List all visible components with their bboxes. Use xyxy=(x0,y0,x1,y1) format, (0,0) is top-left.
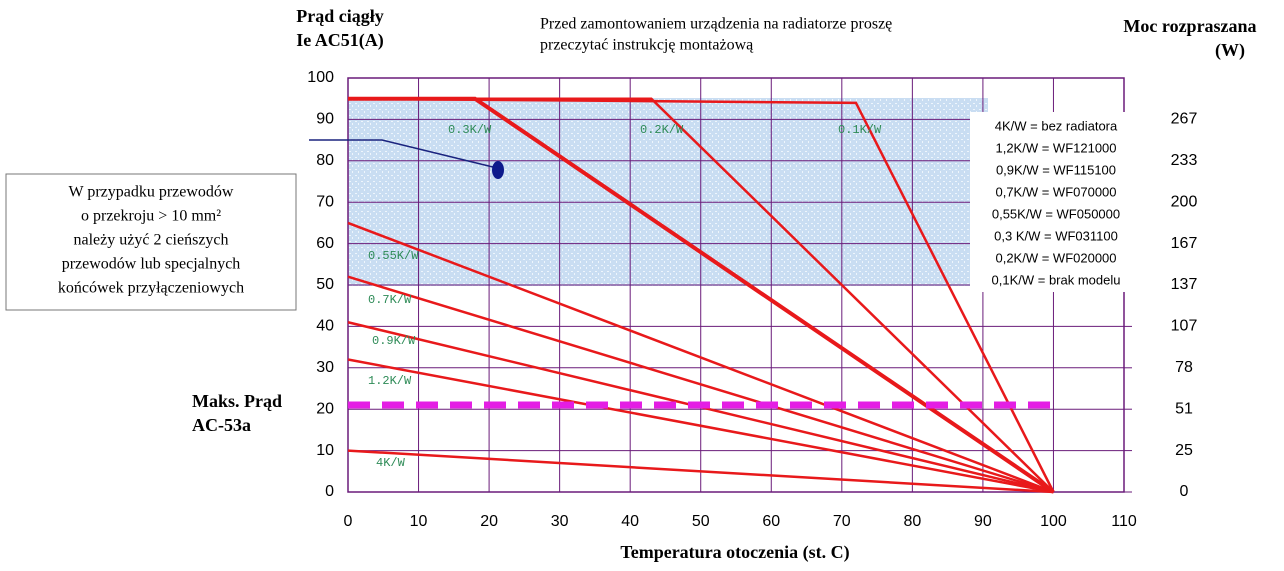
side-note: W przypadku przewodów xyxy=(69,184,234,201)
y2-tick-label: 137 xyxy=(1171,276,1198,293)
pointer-line xyxy=(309,139,498,169)
y2-tick-label: 267 xyxy=(1171,111,1198,128)
y2-tick-label: 0 xyxy=(1180,483,1189,500)
y-tick-label: 10 xyxy=(316,442,334,459)
y-tick-label: 80 xyxy=(316,152,334,169)
y-tick-label: 70 xyxy=(316,193,334,210)
series-line xyxy=(347,97,1055,493)
x-tick-label: 30 xyxy=(551,513,569,530)
y2-tick-label: 200 xyxy=(1171,193,1198,210)
series-line xyxy=(347,275,1054,494)
series-label: 0.1K/W xyxy=(838,123,882,137)
legend-entry: 0,3 K/W = WF031100 xyxy=(994,228,1118,243)
x-tick-label: 110 xyxy=(1111,513,1137,530)
y2-tick-label: 107 xyxy=(1171,318,1198,335)
y-tick-label: 0 xyxy=(325,483,334,500)
x-tick-label: 10 xyxy=(410,513,428,530)
y2-tick-label: 167 xyxy=(1171,235,1198,252)
legend-entry: 0,55K/W = WF050000 xyxy=(992,206,1120,221)
y2-tick-label: 233 xyxy=(1171,152,1198,169)
y-axis-label: Ie AC51(A) xyxy=(296,30,384,51)
x-tick-label: 80 xyxy=(903,513,921,530)
y-tick-label: 50 xyxy=(316,276,334,293)
legend-entry: 1,2K/W = WF121000 xyxy=(995,140,1116,155)
note: przeczytać instrukcję montażową xyxy=(540,37,754,54)
limit-label: AC-53a xyxy=(192,415,251,435)
y-tick-label: 30 xyxy=(316,359,334,376)
series-label: 0.3K/W xyxy=(448,123,492,137)
series-label: 0.55K/W xyxy=(368,249,419,263)
y2-axis-label: Moc rozpraszana xyxy=(1123,16,1256,36)
side-note: końcówek przyłączeniowych xyxy=(58,280,244,297)
side-note: przewodów lub specjalnych xyxy=(62,256,241,273)
y-tick-label: 60 xyxy=(316,235,334,252)
legend-entry: 0,7K/W = WF070000 xyxy=(995,184,1116,199)
series-line xyxy=(347,358,1054,494)
series-label: 4K/W xyxy=(376,456,406,470)
legend-entry: 0,1K/W = brak modelu xyxy=(992,272,1121,287)
x-tick-label: 90 xyxy=(974,513,992,530)
side-note-box xyxy=(5,173,297,311)
y2-axis-label: (W) xyxy=(1215,40,1245,61)
series-label: 0.9K/W xyxy=(372,334,416,348)
x-tick-label: 20 xyxy=(480,513,498,530)
series-line xyxy=(347,221,1054,494)
x-tick-label: 70 xyxy=(833,513,851,530)
side-note: należy użyć 2 cieńszych xyxy=(73,232,228,249)
y-tick-label: 90 xyxy=(316,111,334,128)
y-axis-label: Prąd ciągły xyxy=(296,6,384,26)
x-tick-label: 40 xyxy=(621,513,639,530)
series-label: 0.7K/W xyxy=(368,293,412,307)
series-line xyxy=(347,449,1054,494)
y-tick-label: 40 xyxy=(316,318,334,335)
y-tick-label: 100 xyxy=(307,69,334,86)
y2-tick-label: 78 xyxy=(1175,359,1193,376)
legend-entry: 0,2K/W = WF020000 xyxy=(995,250,1116,265)
pointer-dot xyxy=(492,161,504,179)
x-tick-label: 100 xyxy=(1040,513,1067,530)
legend-entry: 0,9K/W = WF115100 xyxy=(996,162,1116,177)
x-tick-label: 50 xyxy=(692,513,710,530)
y2-tick-label: 25 xyxy=(1175,442,1193,459)
y2-tick-label: 51 xyxy=(1175,400,1193,417)
shaded-region xyxy=(348,98,988,286)
x-tick-label: 0 xyxy=(344,513,353,530)
x-axis-label: Temperatura otoczenia (st. C) xyxy=(620,542,849,563)
side-note: o przekroju > 10 mm² xyxy=(81,208,221,225)
note: Przed zamontowaniem urządzenia na radiat… xyxy=(540,16,892,33)
limit-label: Maks. Prąd xyxy=(192,391,282,411)
legend-entry: 4K/W = bez radiatora xyxy=(995,118,1118,133)
x-tick-label: 60 xyxy=(762,513,780,530)
series-label: 1.2K/W xyxy=(368,374,412,388)
y-tick-label: 20 xyxy=(316,400,334,417)
series-label: 0.2K/W xyxy=(640,123,684,137)
legend-box xyxy=(970,112,1140,292)
